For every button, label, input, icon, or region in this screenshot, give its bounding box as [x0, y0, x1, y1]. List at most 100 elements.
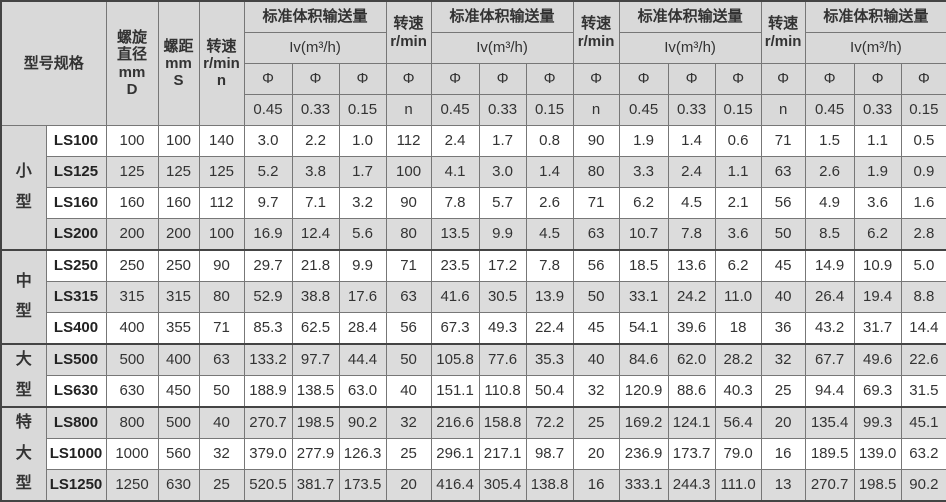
- value-cell: 7.8: [525, 249, 574, 282]
- speed-header: 转速 r/min: [760, 0, 806, 64]
- value-cell: 63: [385, 281, 432, 313]
- value-cell: 63: [760, 156, 806, 188]
- model-cell: LS160: [45, 187, 107, 219]
- phi-value: 0.15: [900, 94, 946, 126]
- value-cell: 139.0: [853, 438, 902, 470]
- phi-label: Φ: [714, 63, 762, 95]
- value-cell: 80: [572, 156, 620, 188]
- value-cell: 158.8: [478, 406, 527, 439]
- phi-label: Φ: [338, 63, 387, 95]
- phi-label: Φ: [900, 63, 946, 95]
- phi-value: 0.33: [853, 94, 902, 126]
- value-cell: 4.5: [667, 187, 716, 219]
- value-cell: 44.4: [338, 343, 387, 376]
- value-cell: 2.4: [667, 156, 716, 188]
- value-cell: 277.9: [291, 438, 340, 470]
- value-cell: 25: [385, 438, 432, 470]
- value-cell: 315: [105, 281, 159, 313]
- speed-title: 转速: [393, 15, 424, 33]
- model-cell: LS500: [45, 343, 107, 376]
- value-cell: 400: [157, 343, 200, 376]
- value-cell: 7.8: [667, 218, 716, 251]
- value-cell: 1000: [105, 438, 159, 470]
- value-cell: 4.1: [430, 156, 480, 188]
- phi-label: Φ: [618, 63, 669, 95]
- table-row: LS160 160 160 112 9.7 7.1 3.2 90 7.8 5.7 2.6 71 6.2 4…: [1, 187, 946, 219]
- model-cell: LS125: [45, 156, 107, 188]
- value-cell: 50: [760, 218, 806, 251]
- value-cell: 5.0: [900, 249, 946, 282]
- speed-title: 转速: [768, 15, 799, 33]
- phi-label: Φ: [667, 63, 716, 95]
- value-cell: 3.2: [338, 187, 387, 219]
- phi-label: Φ: [572, 63, 620, 95]
- value-cell: 35.3: [525, 343, 574, 376]
- value-cell: 71: [198, 312, 245, 345]
- value-cell: 88.6: [667, 375, 716, 408]
- value-cell: 50.4: [525, 375, 574, 408]
- value-cell: 630: [105, 375, 159, 408]
- value-cell: 13: [760, 469, 806, 502]
- value-cell: 14.9: [804, 249, 855, 282]
- value-cell: 62.0: [667, 343, 716, 376]
- header-row: 0.45 0.33 0.15 n 0.45 0.33 0.15 n 0.45 0.33 0.15 n 0…: [1, 94, 946, 126]
- flow-unit-header: Iv(m³/h): [804, 32, 946, 64]
- value-cell: 25: [760, 375, 806, 408]
- phi-label: Φ: [804, 63, 855, 95]
- model-cell: LS1250: [45, 469, 107, 502]
- value-cell: 90: [198, 249, 245, 282]
- header-line: n: [216, 72, 227, 90]
- value-cell: 100: [385, 156, 432, 188]
- value-cell: 63.2: [900, 438, 946, 470]
- n-label: n: [760, 94, 806, 126]
- table-row: 特大型 LS800 800 500 40 270.7 198.5 90.2 32 216.6 158…: [0, 406, 946, 502]
- value-cell: 13.9: [525, 281, 574, 313]
- value-cell: 26.4: [804, 281, 855, 313]
- table-row: 小型 LS100 100 100 140 3.0 2.2 1.0 112 2.4 1.7 0.8 90 1…: [0, 125, 946, 251]
- value-cell: 77.6: [478, 343, 527, 376]
- value-cell: 5.2: [243, 156, 293, 188]
- value-cell: 84.6: [618, 343, 669, 376]
- value-cell: 2.6: [804, 156, 855, 188]
- value-cell: 125: [157, 156, 200, 188]
- value-cell: 18.5: [618, 249, 669, 282]
- value-cell: 71: [760, 125, 806, 157]
- flow-title-header: 标准体积输送量: [243, 0, 387, 33]
- value-cell: 2.8: [900, 218, 946, 251]
- value-cell: 9.7: [243, 187, 293, 219]
- value-cell: 41.6: [430, 281, 480, 313]
- value-cell: 2.2: [291, 125, 340, 157]
- value-cell: 100: [157, 125, 200, 157]
- header-line: mm: [118, 63, 146, 81]
- header-line: 直径: [117, 46, 148, 64]
- value-cell: 90: [385, 187, 432, 219]
- value-cell: 189.5: [804, 438, 855, 470]
- value-cell: 71: [572, 187, 620, 219]
- value-cell: 8.5: [804, 218, 855, 251]
- header-line: r/min: [203, 54, 240, 72]
- value-cell: 4.5: [525, 218, 574, 251]
- value-cell: 85.3: [243, 312, 293, 345]
- value-cell: 110.8: [478, 375, 527, 408]
- value-cell: 69.3: [853, 375, 902, 408]
- value-cell: 500: [105, 343, 159, 376]
- value-cell: 38.8: [291, 281, 340, 313]
- value-cell: 0.8: [525, 125, 574, 157]
- value-cell: 63: [572, 218, 620, 251]
- value-cell: 71: [385, 249, 432, 282]
- value-cell: 50: [385, 343, 432, 376]
- flow-title-header: 标准体积输送量: [430, 0, 574, 33]
- value-cell: 62.5: [291, 312, 340, 345]
- value-cell: 45.1: [900, 406, 946, 439]
- value-cell: 0.9: [900, 156, 946, 188]
- value-cell: 32: [198, 438, 245, 470]
- n-label: n: [572, 94, 620, 126]
- value-cell: 10.9: [853, 249, 902, 282]
- value-cell: 138.8: [525, 469, 574, 502]
- value-cell: 22.4: [525, 312, 574, 345]
- value-cell: 39.6: [667, 312, 716, 345]
- diameter-header: 螺旋 直径 mm D: [105, 0, 159, 126]
- flow-unit-header: Iv(m³/h): [243, 32, 387, 64]
- value-cell: 25: [572, 406, 620, 439]
- value-cell: 3.3: [618, 156, 669, 188]
